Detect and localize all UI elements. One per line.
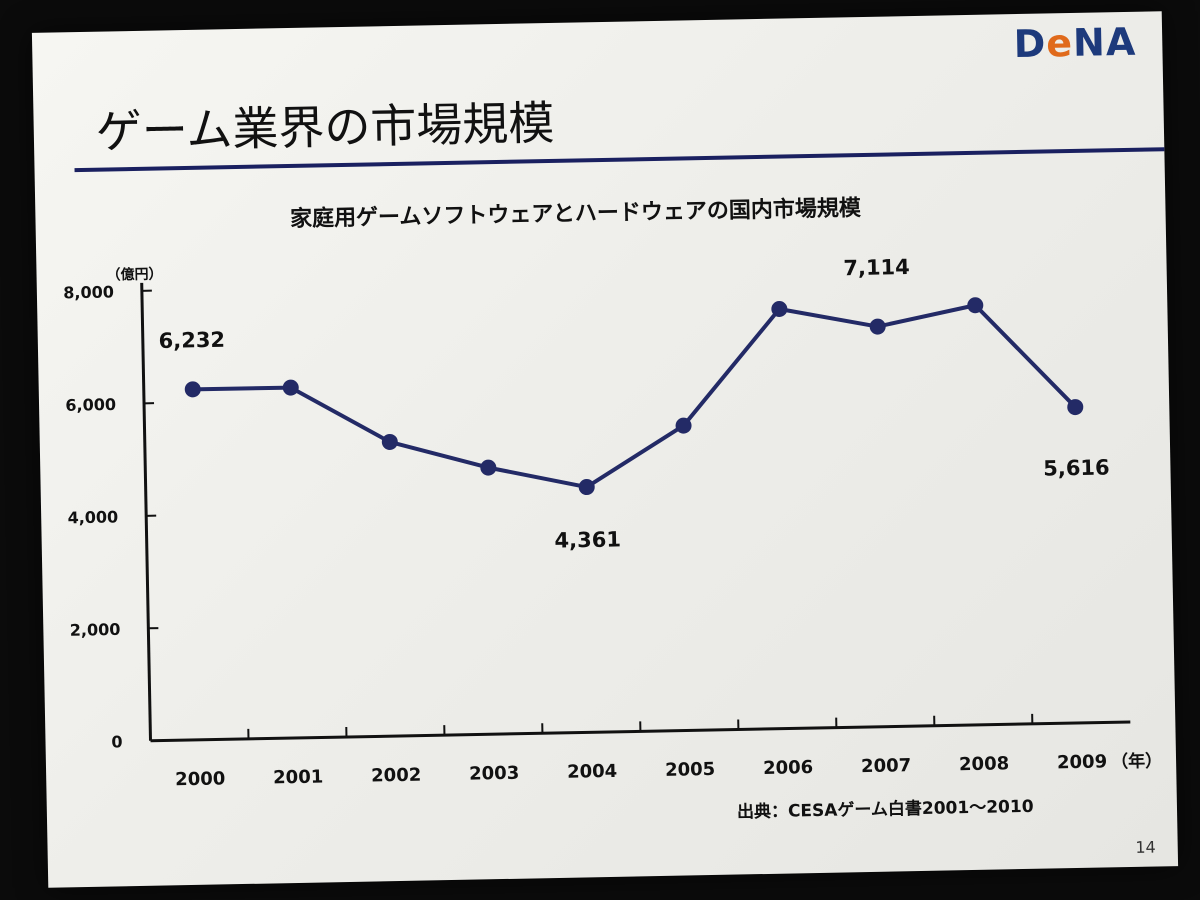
- x-axis-unit: （年）: [1111, 750, 1162, 772]
- data-point: [869, 318, 886, 335]
- x-tick-label: 2009: [1057, 751, 1108, 773]
- y-tick-label: 2,000: [70, 620, 121, 640]
- x-tick-label: 2008: [959, 753, 1010, 775]
- data-point: [184, 381, 201, 398]
- x-tick-label: 2007: [861, 755, 912, 777]
- data-labels: 6,232 4,361 7,114 5,616: [158, 255, 1110, 553]
- data-label: 7,114: [843, 255, 910, 280]
- data-point: [480, 459, 497, 476]
- data-point: [771, 301, 788, 318]
- y-tick-label: 4,000: [67, 507, 118, 527]
- y-tick-label: 0: [111, 732, 123, 751]
- x-tick-label: 2004: [567, 761, 618, 783]
- x-tick-label: 2005: [665, 759, 716, 781]
- data-point: [675, 417, 692, 434]
- data-point: [282, 379, 299, 396]
- data-point: [967, 297, 984, 314]
- y-axis-unit: （億円）: [106, 265, 162, 283]
- data-points: [184, 297, 1084, 496]
- presentation-slide: DeNA ゲーム業界の市場規模 家庭用ゲームソフトウェアとハードウェアの国内市場…: [31, 11, 1179, 888]
- data-point: [381, 433, 398, 450]
- x-tick-label: 2002: [371, 765, 422, 787]
- x-tick-label: 2006: [763, 757, 814, 779]
- line-chart: 家庭用ゲームソフトウェアとハードウェアの国内市場規模 （億円） （年） 0 2,0…: [63, 195, 1162, 790]
- data-point: [1067, 399, 1084, 416]
- x-tick-label: 2000: [175, 768, 226, 790]
- x-tick-label: 2003: [469, 763, 520, 785]
- y-axis-line: [140, 282, 153, 741]
- chart-title: 家庭用ゲームソフトウェアとハードウェアの国内市場規模: [290, 195, 862, 232]
- x-tick-label: 2001: [273, 766, 324, 788]
- y-axis-ticks: 0 2,000 4,000 6,000 8,000: [63, 282, 161, 752]
- y-tick-label: 8,000: [63, 282, 114, 302]
- data-point: [578, 479, 595, 496]
- series-line: [192, 303, 1077, 490]
- y-tick-label: 6,000: [65, 395, 116, 415]
- data-label: 6,232: [158, 328, 225, 353]
- x-axis-ticks: 2000 2001 2002 2003 2004 2005 2006 2007 2008 2009: [175, 713, 1108, 790]
- data-label: 5,616: [1043, 455, 1110, 480]
- page-number: 14: [1135, 837, 1156, 857]
- data-label: 4,361: [554, 527, 621, 552]
